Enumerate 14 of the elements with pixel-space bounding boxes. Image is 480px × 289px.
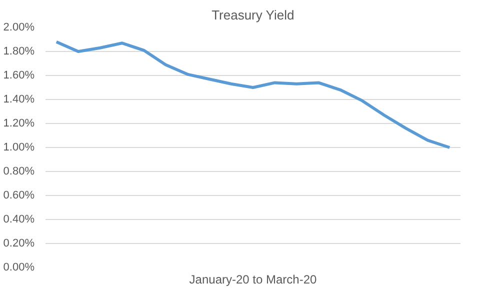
y-tick-label: 1.40% [3,94,35,106]
y-tick-label: 1.20% [3,118,35,130]
line-series [54,40,452,149]
y-tick-label: 1.00% [3,142,35,154]
y-tick-label: 0.80% [3,166,35,178]
y-tick-label: 0.00% [3,262,35,274]
y-tick-label: 0.40% [3,214,35,226]
y-tick-label: 0.60% [3,190,35,202]
chart-title: Treasury Yield [212,8,294,22]
y-tick-label: 1.60% [3,70,35,82]
x-axis-title: January-20 to March-20 [189,272,318,286]
y-tick-label: 2.00% [3,22,35,34]
y-tick-label: 0.20% [3,238,35,250]
y-tick-label: 1.80% [3,46,35,58]
